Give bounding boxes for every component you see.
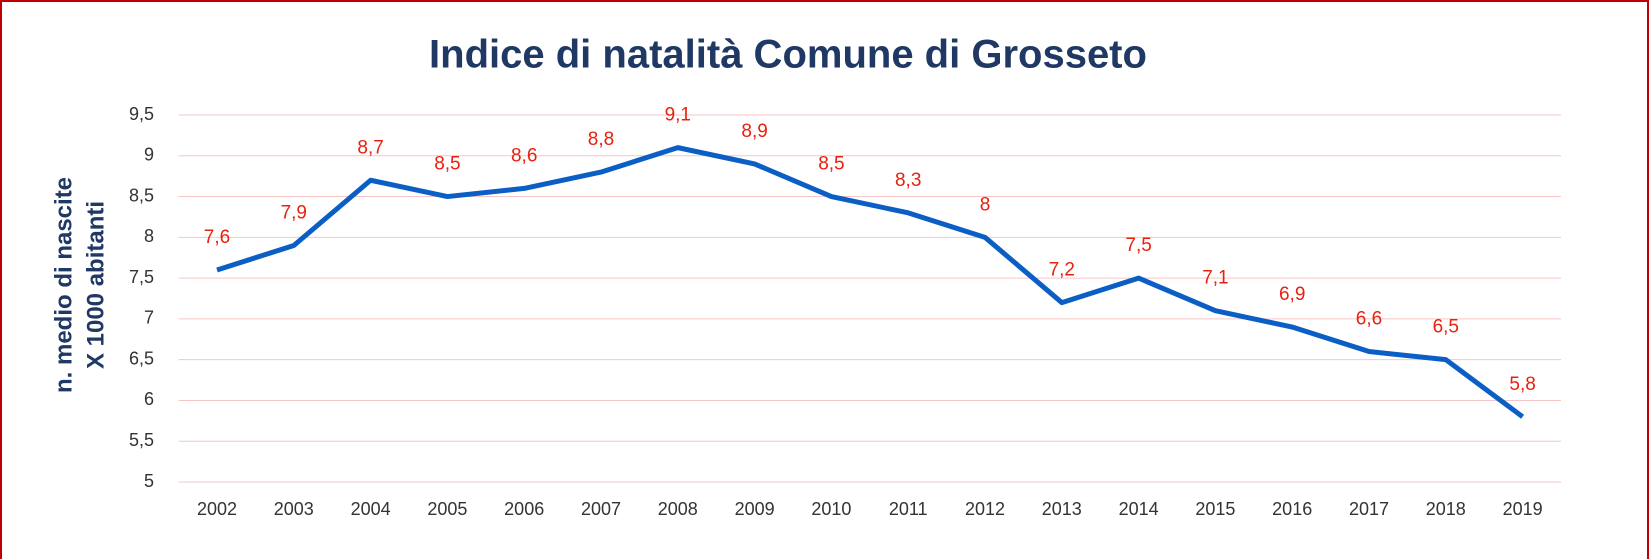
y-tick-label: 7,5: [129, 267, 154, 287]
y-tick-label: 5,5: [129, 430, 154, 450]
data-label: 8: [980, 194, 991, 215]
data-label: 8,7: [357, 137, 383, 158]
x-tick-label: 2009: [735, 499, 775, 519]
x-tick-label: 2004: [351, 499, 391, 519]
data-label: 9,1: [665, 105, 691, 126]
x-tick-label: 2003: [274, 499, 314, 519]
x-tick-label: 2012: [965, 499, 1005, 519]
y-axis-title-line: X 1000 abitanti: [82, 201, 109, 369]
y-tick-label: 8: [144, 226, 154, 246]
x-tick-label: 2013: [1042, 499, 1082, 519]
chart-title: Indice di natalità Comune di Grosseto: [429, 33, 1147, 77]
data-label: 7,9: [281, 203, 307, 224]
data-label: 5,8: [1509, 374, 1535, 395]
data-label: 8,9: [741, 121, 767, 142]
x-tick-label: 2016: [1272, 499, 1312, 519]
y-axis-title: n. medio di nascite X 1000 abitanti: [50, 177, 109, 393]
x-tick-label: 2019: [1503, 499, 1543, 519]
x-tick-label: 2017: [1349, 499, 1389, 519]
y-axis-title-line: n. medio di nascite: [50, 177, 77, 393]
x-tick-label: 2011: [889, 499, 928, 519]
data-label: 7,6: [204, 227, 230, 248]
y-tick-label: 5: [144, 471, 154, 491]
data-label: 8,3: [895, 170, 921, 191]
data-label: 6,6: [1356, 309, 1382, 330]
data-label: 7,2: [1049, 260, 1075, 281]
data-label: 8,6: [511, 145, 537, 166]
x-tick-label: 2002: [197, 499, 237, 519]
x-tick-label: 2010: [811, 499, 851, 519]
data-label: 6,5: [1433, 317, 1459, 338]
data-label: 8,8: [588, 129, 614, 150]
x-tick-label: 2015: [1195, 499, 1235, 519]
line: [216, 145, 1525, 419]
y-tick-label: 6: [144, 389, 154, 409]
data-label: 6,9: [1279, 284, 1305, 305]
x-tick-label: 2006: [504, 499, 544, 519]
data-label: 8,5: [818, 154, 844, 175]
x-tick-label: 2018: [1426, 499, 1466, 519]
x-tick-label: 2014: [1119, 499, 1159, 519]
y-tick-label: 9,5: [129, 104, 154, 124]
y-tick-label: 8,5: [129, 185, 154, 205]
data-label: 8,5: [434, 154, 460, 175]
x-tick-label: 2005: [427, 499, 467, 519]
data-label: 7,1: [1202, 268, 1228, 289]
data-label: 7,5: [1125, 235, 1151, 256]
y-tick-label: 6,5: [129, 348, 154, 368]
x-tick-label: 2008: [658, 499, 698, 519]
x-tick-label: 2007: [581, 499, 621, 519]
y-tick-label: 9: [144, 145, 154, 165]
y-tick-label: 7: [144, 308, 154, 328]
